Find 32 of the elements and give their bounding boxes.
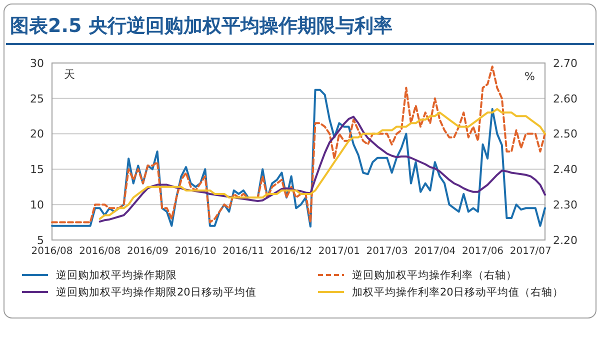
- y2-tick-label: 2.60: [553, 92, 578, 106]
- y-axis-title: 天: [64, 68, 75, 81]
- x-tick-label: 2017/06: [462, 246, 504, 257]
- legend-label: 加权平均操作利率20日移动平均值（右轴）: [352, 286, 564, 299]
- legend-label: 逆回购加权平均操作期限20日移动平均值: [56, 286, 256, 299]
- x-tick-label: 2016/10: [174, 246, 216, 257]
- y-tick-label: 15: [30, 163, 44, 176]
- x-tick-label: 2017/07: [510, 246, 552, 257]
- y2-tick-label: 2.70: [553, 56, 578, 70]
- line-series: [51, 66, 546, 224]
- y-tick-label: 10: [30, 198, 44, 212]
- x-tick-label: 2017/03: [366, 246, 408, 257]
- x-tick-label: 2016/12: [270, 246, 312, 257]
- x-tick-label: 2016/08: [79, 246, 121, 257]
- legend-label: 逆回购加权平均操作利率（右轴）: [352, 268, 517, 282]
- x-tick-label: 2016/08: [31, 246, 73, 257]
- line-series: [51, 88, 546, 228]
- y2-tick-label: 2.50: [553, 128, 578, 141]
- y-tick-label: 5: [37, 234, 44, 247]
- y-tick-label: 25: [30, 92, 44, 106]
- chart-title: 图表2.5 央行逆回购加权平均操作期限与利率: [10, 15, 392, 37]
- x-tick-label: 2017/01: [318, 246, 360, 257]
- y2-axis-title: %: [524, 70, 535, 83]
- x-tick-label: 2016/11: [222, 246, 264, 257]
- y2-tick-label: 2.30: [553, 198, 578, 212]
- y2-tick-label: 2.40: [553, 163, 578, 176]
- x-tick-label: 2017/04: [414, 246, 456, 257]
- legend-label: 逆回购加权平均操作期限: [56, 268, 177, 282]
- y-tick-label: 30: [30, 56, 44, 70]
- y-tick-label: 20: [30, 128, 44, 141]
- x-tick-label: 2016/09: [126, 246, 168, 257]
- y2-tick-label: 2.20: [553, 234, 578, 247]
